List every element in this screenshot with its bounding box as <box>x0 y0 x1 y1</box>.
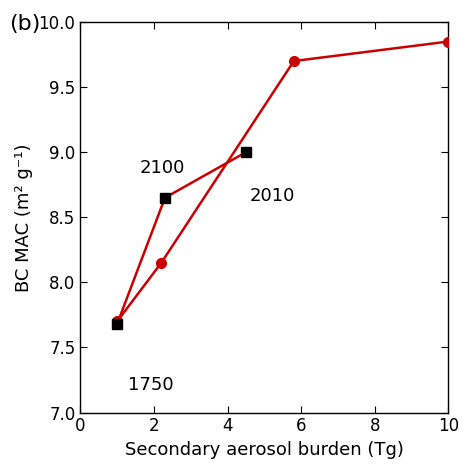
Text: (b): (b) <box>9 14 41 34</box>
Text: 2010: 2010 <box>250 187 295 205</box>
X-axis label: Secondary aerosol burden (Tg): Secondary aerosol burden (Tg) <box>125 441 404 459</box>
Y-axis label: BC MAC (m² g⁻¹): BC MAC (m² g⁻¹) <box>15 143 33 292</box>
Text: 1750: 1750 <box>128 376 174 394</box>
Text: 2100: 2100 <box>139 159 184 177</box>
